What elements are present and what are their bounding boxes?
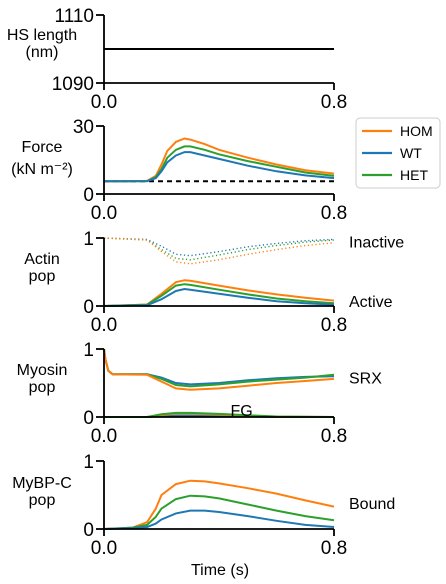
y-tick-label: 1110	[55, 6, 94, 27]
legend: HOM WT HET	[355, 117, 441, 189]
axes-spine	[103, 126, 334, 195]
x-tick-label: 0.8	[321, 426, 347, 447]
x-tick-label: 0.8	[321, 203, 347, 224]
y-tick-label: 0	[83, 185, 94, 206]
x-tick-label: 0.8	[321, 315, 347, 336]
y-axis-label: pop	[29, 268, 56, 285]
axes-spine	[103, 238, 334, 307]
annotation-label: Inactive	[349, 234, 404, 251]
y-tick-label: 0	[83, 520, 94, 541]
y-axis-label: (kN m⁻²)	[11, 161, 73, 178]
series-bound-WT	[103, 509, 335, 530]
series-inactive-HET	[103, 237, 335, 261]
series-HET	[103, 145, 335, 183]
series-bound-HET	[103, 494, 335, 530]
y-tick-label: 30	[73, 117, 94, 138]
x-tick-label: 0.0	[91, 203, 117, 224]
series-inactive-WT	[103, 237, 335, 257]
panel-0: 1090 1110 0.0 0.8 HS length(nm)	[7, 6, 347, 113]
series-active-WT	[103, 287, 335, 307]
legend-frame	[355, 117, 441, 189]
y-tick-label: 0	[83, 297, 94, 318]
series-srx-HOM	[103, 348, 335, 391]
y-tick-label: 1	[83, 452, 94, 473]
x-tick-label: 0.8	[321, 538, 347, 559]
y-axis-label: HS length	[7, 27, 77, 44]
x-tick-label: 0.0	[91, 92, 117, 113]
y-axis-label: Actin	[24, 251, 60, 268]
y-tick-label: 0	[83, 408, 94, 429]
annotation-label: SRX	[349, 371, 382, 388]
y-tick-label: 1090	[52, 74, 94, 95]
y-axis-label: pop	[29, 379, 56, 396]
series-bound-HOM	[103, 479, 335, 530]
axes-spine	[103, 461, 334, 530]
x-axis-label: Time (s)	[191, 562, 249, 579]
annotation-label: FG	[231, 403, 253, 420]
x-tick-label: 0.0	[91, 315, 117, 336]
y-axis-label: (nm)	[26, 44, 59, 61]
series-inactive-HOM	[103, 237, 335, 265]
legend-entry: HOM	[400, 123, 433, 139]
y-tick-label: 1	[83, 340, 94, 361]
legend-entry: HET	[400, 167, 428, 183]
annotation-label: Bound	[349, 496, 395, 513]
annotation-label: Active	[349, 294, 393, 311]
y-axis-label: Myosin	[17, 362, 68, 379]
series-srx-WT	[103, 348, 335, 386]
series-WT	[103, 151, 335, 183]
x-tick-label: 0.8	[321, 92, 347, 113]
legend-entry: WT	[400, 145, 422, 161]
series-active-HET	[103, 283, 335, 307]
series-active-HOM	[103, 279, 335, 307]
panel-1: 0 30 0.0 0.8 Force (kN m⁻²)	[11, 117, 347, 224]
x-tick-label: 0.0	[91, 538, 117, 559]
y-axis-label: MyBP-C	[12, 475, 72, 492]
y-axis-label: pop	[29, 492, 56, 509]
y-tick-label: 1	[83, 229, 94, 250]
y-axis-label: Force	[22, 139, 63, 156]
x-tick-label: 0.0	[91, 426, 117, 447]
